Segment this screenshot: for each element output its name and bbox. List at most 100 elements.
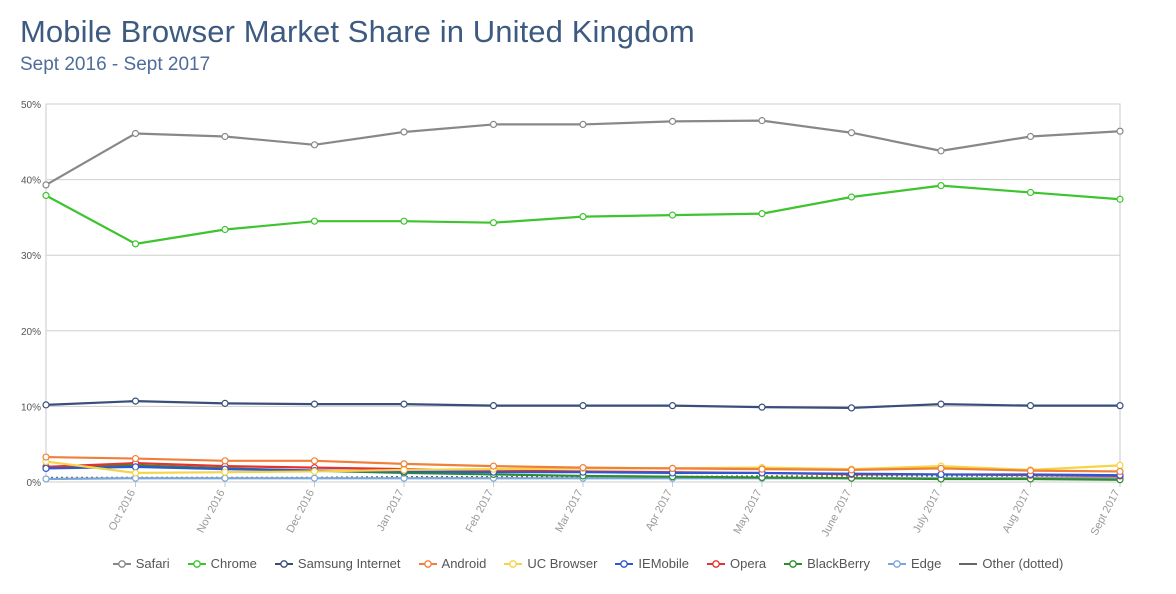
data-point-safari [668,117,677,125]
data-point-android [668,464,677,472]
data-point-samsung-internet [579,402,587,410]
plot-area-frame [45,103,1121,483]
x-tick-label: July 2017 [911,488,944,535]
data-point-chrome [937,182,945,190]
series-safari [42,117,1124,189]
data-point-android [1026,467,1035,475]
y-tick-label: 10% [21,402,41,413]
x-tick-label: Mar 2017 [553,488,585,535]
legend-marker-icon [274,559,293,568]
data-point-samsung-internet [489,402,498,410]
data-point-safari [1116,127,1124,135]
x-tick-label: Sept 2017 [1089,488,1123,538]
data-point-safari [847,129,856,137]
y-tick-label: 40% [21,176,41,187]
series-chrome [42,182,1124,248]
legend-label: Edge [911,556,942,571]
data-point-samsung-internet [221,399,229,407]
data-point-safari [489,120,498,129]
data-point-samsung-internet [400,400,408,408]
data-point-android [42,453,50,461]
x-tick-label: May 2017 [731,488,764,536]
legend-marker-icon [418,559,437,568]
y-tick-label: 20% [21,327,41,338]
legend-item-iemobile[interactable]: IEMobile [615,556,689,571]
data-point-chrome [579,213,587,221]
legend-item-blackberry[interactable]: BlackBerry [784,556,870,571]
data-point-android [489,462,498,470]
legend-label: Other (dotted) [982,556,1064,571]
data-point-samsung-internet [310,400,319,408]
data-point-iemobile [937,470,945,479]
data-point-chrome [131,240,140,248]
legend-marker-icon [187,559,206,568]
legend-marker-icon [707,559,725,568]
x-tick-label: Aug 2017 [1000,488,1033,535]
data-point-chrome [400,217,408,225]
y-tick-label: 50% [21,100,41,111]
data-point-safari [579,120,587,129]
data-point-iemobile [131,463,140,471]
legend-marker-icon [888,559,906,568]
data-point-android [1116,467,1124,476]
data-point-samsung-internet [131,397,140,405]
series-line-safari [45,119,1121,186]
legend-marker-icon [112,559,131,568]
series-samsung-internet [42,397,1124,412]
legend-marker-icon [959,562,978,565]
data-point-android [579,464,587,472]
data-point-samsung-internet [937,400,945,408]
data-point-safari [937,147,945,155]
data-point-samsung-internet [847,404,856,412]
data-point-chrome [1026,188,1035,197]
legend-label: Chrome [210,556,257,571]
data-point-iemobile [42,464,50,472]
legend-item-uc-browser[interactable]: UC Browser [504,556,597,571]
data-point-android [310,457,319,465]
x-tick-label: Dec 2016 [284,488,317,535]
legend-label: BlackBerry [807,556,870,571]
data-point-edge [221,474,229,482]
series-android [42,453,1124,476]
data-point-safari [758,117,766,125]
legend-marker-icon [615,559,634,568]
data-point-chrome [310,217,319,225]
data-point-chrome [1116,195,1124,203]
legend-label: Samsung Internet [297,556,401,571]
legend-label: Safari [135,556,170,571]
data-point-edge [310,474,319,482]
data-point-samsung-internet [758,403,766,411]
legend-item-android[interactable]: Android [418,556,486,571]
legend-item-chrome[interactable]: Chrome [187,556,257,571]
data-point-chrome [668,211,677,219]
chart-subtitle: Sept 2016 - Sept 2017 [20,54,211,75]
data-point-safari [221,132,229,141]
legend-item-opera[interactable]: Opera [707,556,766,571]
data-point-chrome [221,225,229,234]
legend-label: Opera [730,556,767,571]
legend-label: UC Browser [527,556,598,571]
data-point-uc-browser [1116,461,1124,469]
data-point-android [221,457,229,465]
legend-item-safari[interactable]: Safari [112,556,170,571]
x-tick-label: Nov 2016 [195,488,228,535]
data-point-samsung-internet [42,401,50,409]
data-point-safari [42,181,50,189]
data-point-samsung-internet [1116,402,1124,410]
chart-title: Mobile Browser Market Share in United Ki… [20,14,695,49]
data-point-android [400,460,408,468]
data-point-chrome [758,210,766,218]
legend-item-other-dotted[interactable]: Other (dotted) [959,556,1063,571]
x-tick-label: Oct 2016 [107,488,139,533]
legend-item-edge[interactable]: Edge [888,556,941,571]
data-point-safari [400,128,408,136]
data-point-uc-browser [131,469,140,477]
legend-item-samsung-internet[interactable]: Samsung Internet [274,556,401,571]
data-point-samsung-internet [1026,402,1035,410]
data-point-android [937,464,945,472]
chart-legend: Safari Chrome Samsung Internet Android UC Br… [0,556,1176,571]
data-point-android [847,466,856,474]
x-tick-label: Apr 2017 [644,488,676,533]
data-point-safari [310,141,319,149]
